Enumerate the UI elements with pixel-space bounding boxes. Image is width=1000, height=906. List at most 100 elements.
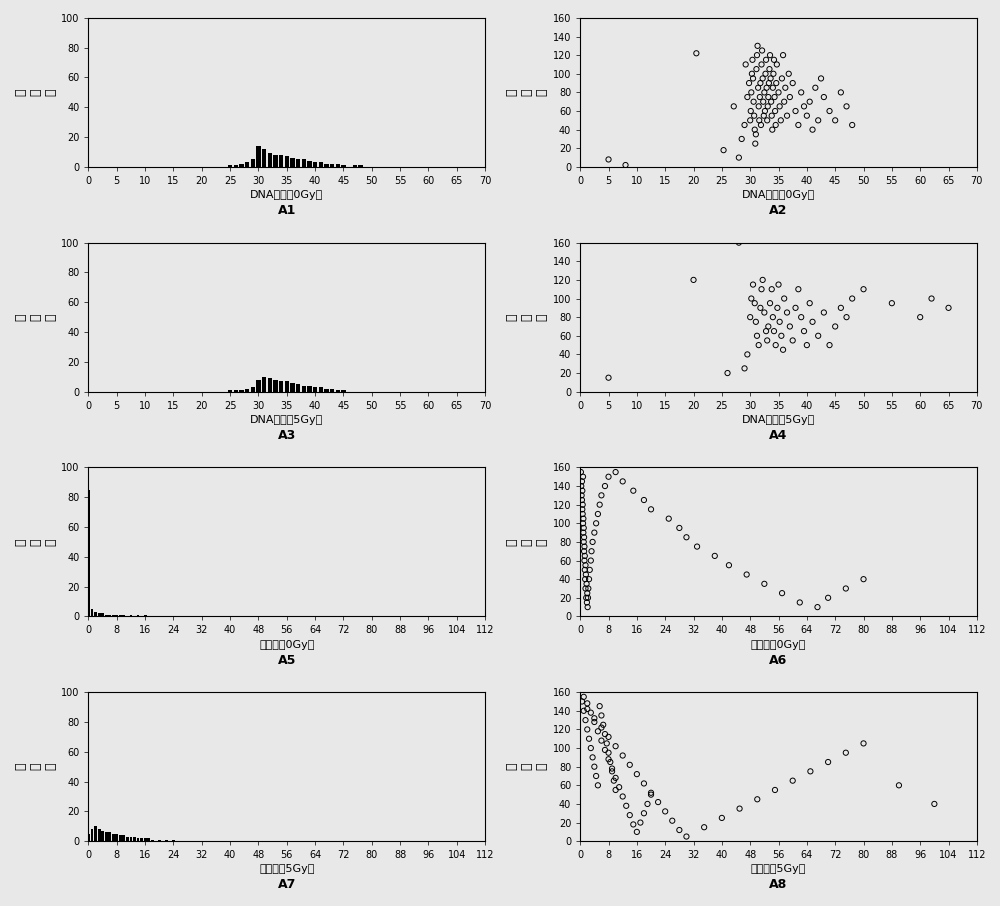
Point (748, 62, 764, 76)
Point (856, 737, 872, 751)
Text: A6: A6 (769, 654, 788, 667)
Point (750, 81, 766, 95)
Text: A2: A2 (769, 204, 788, 217)
Point (731, 236, 747, 250)
Point (586, 711, 602, 726)
Bar (228, 390, 232, 391)
Point (586, 715, 602, 729)
Point (785, 774, 801, 788)
Bar (262, 149, 266, 167)
Bar (268, 379, 272, 391)
Point (785, 76, 801, 91)
Y-axis label: 细
胞
数: 细 胞 数 (505, 763, 548, 770)
Point (574, 694, 590, 708)
Bar (94, 826, 97, 841)
Point (574, 493, 590, 507)
Point (737, 361, 753, 376)
Point (764, 109, 780, 123)
Bar (133, 837, 136, 841)
Point (577, 572, 593, 586)
Bar (313, 387, 317, 391)
Point (576, 544, 592, 558)
Point (792, 595, 808, 610)
Point (752, 90, 768, 104)
Point (768, 76, 784, 91)
Point (576, 535, 592, 549)
Point (678, 530, 694, 545)
Point (765, 81, 781, 95)
Point (576, 704, 592, 718)
Point (661, 511, 677, 525)
Point (579, 595, 595, 610)
Point (595, 718, 611, 732)
Point (611, 780, 627, 795)
Point (716, 143, 732, 158)
Bar (101, 831, 104, 841)
Point (726, 99, 742, 113)
Bar (228, 166, 232, 167)
Bar (251, 159, 255, 167)
Bar (112, 615, 115, 616)
Bar (91, 829, 93, 841)
Bar (319, 387, 323, 391)
Y-axis label: 细
胞
数: 细 胞 数 (14, 763, 57, 770)
Bar (112, 834, 115, 841)
Point (763, 94, 779, 109)
Point (585, 535, 601, 549)
Bar (336, 164, 340, 167)
Point (593, 720, 609, 735)
Bar (239, 390, 244, 391)
Point (575, 525, 591, 540)
Point (760, 90, 776, 104)
Bar (158, 840, 161, 841)
Point (749, 792, 765, 806)
Point (707, 549, 723, 564)
Point (737, 118, 753, 132)
Point (586, 759, 602, 774)
Point (588, 769, 604, 784)
Point (767, 104, 783, 119)
Point (765, 310, 781, 324)
Point (582, 563, 598, 577)
Point (615, 789, 631, 804)
Point (771, 277, 787, 292)
Point (597, 743, 613, 757)
Bar (268, 153, 272, 167)
Point (782, 319, 798, 333)
Point (732, 801, 748, 815)
Point (760, 319, 776, 333)
Bar (358, 166, 363, 167)
Y-axis label: 细
胞
数: 细 胞 数 (14, 538, 57, 545)
Bar (262, 377, 266, 391)
Point (752, 301, 768, 315)
Y-axis label: 细
胞
数: 细 胞 数 (505, 89, 548, 96)
Point (592, 699, 608, 713)
Point (759, 333, 775, 348)
Point (608, 783, 624, 797)
Point (578, 582, 594, 596)
Point (748, 314, 764, 329)
Point (574, 484, 590, 498)
Bar (105, 615, 108, 616)
Point (604, 761, 620, 776)
Point (577, 563, 593, 577)
Point (790, 118, 806, 132)
Point (755, 273, 771, 287)
Bar (87, 490, 90, 616)
Point (758, 53, 774, 67)
Point (838, 582, 854, 596)
Point (816, 305, 832, 320)
Point (615, 474, 631, 488)
Point (636, 493, 652, 507)
Point (772, 99, 788, 113)
Point (807, 81, 823, 95)
Bar (251, 387, 255, 391)
Point (757, 66, 773, 81)
Point (755, 94, 771, 109)
Point (779, 109, 795, 123)
Point (576, 530, 592, 545)
Point (766, 53, 782, 67)
X-axis label: 尾力矩（0Gy）: 尾力矩（0Gy） (751, 640, 806, 650)
Point (776, 292, 792, 306)
Bar (122, 615, 125, 616)
